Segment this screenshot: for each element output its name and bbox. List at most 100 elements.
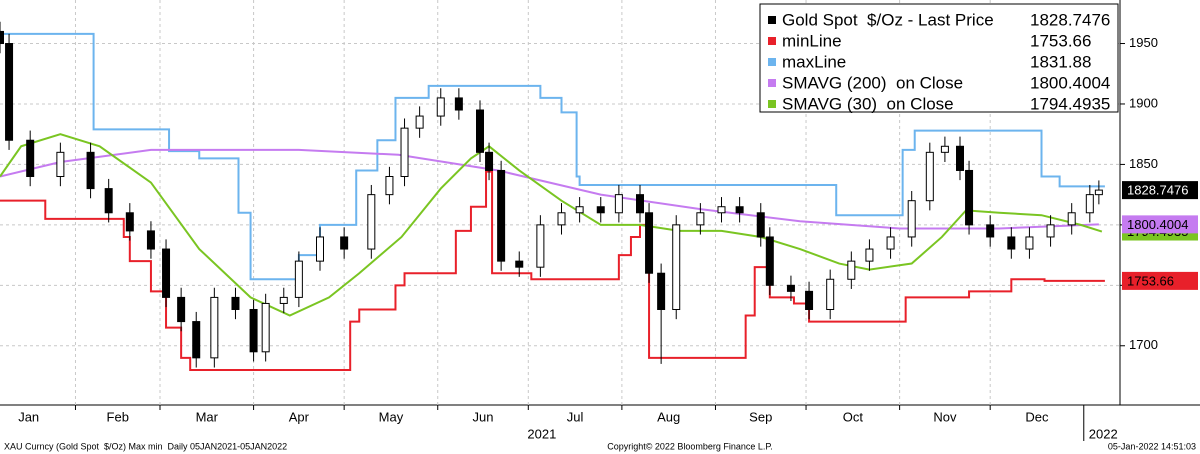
series-line xyxy=(0,133,1103,317)
candle-body xyxy=(210,296,219,359)
legend-marker xyxy=(768,37,776,45)
year-label: 2021 xyxy=(527,426,556,441)
candle-body xyxy=(614,194,623,214)
x-tick-label: May xyxy=(379,409,404,424)
x-tick-label: Mar xyxy=(196,409,219,424)
legend-marker xyxy=(768,16,776,24)
x-tick-label: Jan xyxy=(18,409,39,424)
y-tick-label: 1700 xyxy=(1129,337,1158,352)
candle-body xyxy=(907,200,916,238)
candle-body xyxy=(1046,224,1055,238)
candle-body xyxy=(436,97,445,117)
x-tick-label: Dec xyxy=(1025,409,1049,424)
legend-label: maxLine xyxy=(782,52,846,71)
candle-body xyxy=(5,43,14,141)
x-tick-label: Apr xyxy=(289,409,310,424)
candle-body xyxy=(26,139,35,178)
candle-body xyxy=(657,272,666,310)
legend-marker xyxy=(768,58,776,66)
candle-body xyxy=(415,115,424,129)
candle-body xyxy=(249,308,258,353)
legend-label: Gold Spot $/Oz - Last Price xyxy=(782,10,994,29)
candle-body xyxy=(279,296,288,304)
x-tick-label: Nov xyxy=(933,409,957,424)
candle-body xyxy=(261,302,270,353)
candle-body xyxy=(1094,189,1103,196)
candle-body xyxy=(56,151,65,178)
legend-value: 1828.7476 xyxy=(1030,10,1110,29)
candle-body xyxy=(476,109,484,153)
last-value-badge xyxy=(1122,181,1198,200)
legend-value: 1753.66 xyxy=(1030,31,1091,50)
candle-body xyxy=(454,97,463,111)
candle-body xyxy=(177,296,186,323)
last-value-badge xyxy=(1122,271,1198,290)
candle-body xyxy=(497,169,506,262)
candle-body xyxy=(940,145,949,153)
candle-body xyxy=(645,212,654,274)
candle-body xyxy=(847,260,856,280)
candle-body xyxy=(756,212,765,238)
last-value-label: 1753.66 xyxy=(1127,273,1174,288)
candle-body xyxy=(1007,236,1016,250)
candle-body xyxy=(146,230,155,250)
candle-body xyxy=(367,194,376,250)
candle-body xyxy=(596,206,605,214)
x-tick-label: Aug xyxy=(657,409,680,424)
candle-body xyxy=(1085,194,1094,214)
candle-body xyxy=(965,169,974,226)
series-line xyxy=(0,148,1099,230)
candle-body xyxy=(125,212,134,232)
year-label: 2022 xyxy=(1089,426,1118,441)
candle-body xyxy=(231,296,240,310)
candle-body xyxy=(865,248,874,262)
candle-body xyxy=(86,151,95,190)
candle-body xyxy=(696,212,705,226)
footer-left: XAU Curncy (Gold Spot $/Oz) Max min Dail… xyxy=(4,441,287,451)
candle-body xyxy=(340,236,349,250)
legend-label: SMAVG (200) on Close xyxy=(782,73,963,92)
last-value-label: 1800.4004 xyxy=(1127,217,1188,232)
y-tick-label: 1900 xyxy=(1129,95,1158,110)
x-tick-label: Sep xyxy=(749,409,772,424)
x-tick-label: Jun xyxy=(473,409,494,424)
candle-body xyxy=(826,278,835,310)
candle-body xyxy=(575,206,584,214)
legend-label: SMAVG (30) on Close xyxy=(782,94,954,113)
candle-body xyxy=(735,206,744,214)
series-line xyxy=(0,32,1105,281)
candle-body xyxy=(485,151,494,171)
last-value-label: 1828.7476 xyxy=(1127,183,1188,198)
candle-body xyxy=(0,30,4,45)
candle-body xyxy=(557,212,566,226)
candle-body xyxy=(986,224,995,238)
candle-body xyxy=(925,151,934,202)
footer-right: 05-Jan-2022 14:51:03 xyxy=(1108,441,1196,451)
legend-marker xyxy=(768,79,776,87)
candle-body xyxy=(717,206,726,214)
legend-marker xyxy=(768,100,776,108)
y-tick-label: 1850 xyxy=(1129,156,1158,171)
footer-center: Copyright© 2022 Bloomberg Finance L.P. xyxy=(607,441,773,451)
candle-body xyxy=(956,145,964,171)
legend-box xyxy=(759,3,1119,113)
candle-body xyxy=(805,290,814,310)
candle-body xyxy=(672,224,681,310)
candle-body xyxy=(104,188,113,214)
candle-body xyxy=(400,127,409,178)
candle-body xyxy=(385,176,394,196)
candle-body xyxy=(636,194,644,214)
candle-body xyxy=(515,260,524,268)
candle-body xyxy=(1067,212,1076,226)
candle-body xyxy=(765,236,774,286)
last-value-badge xyxy=(1122,215,1198,234)
candle-body xyxy=(786,284,795,292)
candle-body xyxy=(192,321,201,359)
legend-value: 1800.4004 xyxy=(1030,73,1110,92)
x-tick-label: Jul xyxy=(567,409,584,424)
candle-body xyxy=(1025,236,1034,250)
legend-label: minLine xyxy=(782,31,842,50)
candle-body xyxy=(536,224,545,268)
candle-body xyxy=(294,260,303,298)
